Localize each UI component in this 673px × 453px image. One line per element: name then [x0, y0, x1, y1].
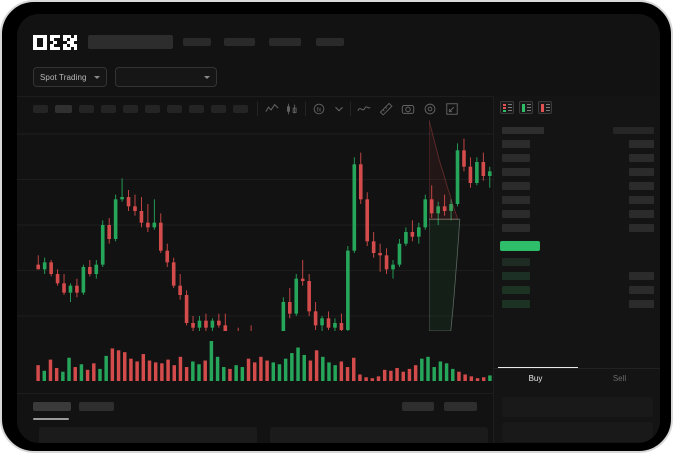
interval-button-8[interactable] — [189, 105, 204, 113]
buy-sell-tabs: Buy Sell — [494, 368, 660, 391]
camera-icon[interactable] — [401, 102, 415, 116]
interval-button-4[interactable] — [101, 105, 116, 113]
market-type-selector[interactable]: Spot Trading — [33, 67, 107, 87]
tab-buy[interactable]: Buy — [528, 374, 543, 383]
action-button-1[interactable] — [402, 402, 434, 411]
orderbook-bid-total — [629, 286, 654, 294]
chevron-down-icon — [204, 75, 210, 79]
line-chart-icon[interactable] — [265, 102, 279, 116]
active-tab-underline — [33, 418, 69, 420]
orderbook-ask-total — [629, 224, 654, 232]
candle-series — [36, 138, 492, 331]
settings-icon[interactable] — [423, 102, 437, 116]
market-pair-bar: Spot Trading — [17, 55, 660, 131]
trading-pair-selector[interactable] — [115, 67, 217, 87]
orderbook-col-header-right — [613, 127, 654, 134]
app-screen: Spot Trading — [17, 14, 660, 443]
svg-text:fx: fx — [317, 107, 322, 114]
chart-gridlines — [17, 133, 493, 317]
tab-open-orders[interactable] — [33, 402, 71, 411]
orderbook-ask-row[interactable] — [502, 210, 530, 218]
interval-button-1[interactable] — [33, 105, 48, 113]
orderbook-ask-total — [629, 210, 654, 218]
orderbook-ask-row[interactable] — [502, 154, 530, 162]
orderbook-ask-row[interactable] — [502, 168, 530, 176]
orderbook-bid-total — [629, 300, 654, 308]
orderbook-bid-row[interactable] — [502, 272, 530, 280]
global-search-input[interactable] — [88, 35, 173, 49]
orderbook-ask-row[interactable] — [502, 224, 530, 232]
orderbook-ask-row[interactable] — [502, 182, 530, 190]
nav-item-3[interactable] — [269, 38, 301, 46]
orderbook-bid-row[interactable] — [502, 258, 530, 266]
toolbar-divider — [350, 102, 351, 116]
orderbook-bid-row[interactable] — [502, 300, 530, 308]
tab-order-history[interactable] — [79, 402, 114, 411]
orderbook-ask-total — [629, 154, 654, 162]
orderbook-mixed-icon[interactable] — [500, 101, 514, 114]
interval-button-6[interactable] — [145, 105, 160, 113]
action-button-2[interactable] — [444, 402, 477, 411]
orderbook-ask-total — [629, 182, 654, 190]
top-navigation-bar — [17, 14, 660, 55]
volume-svg — [36, 341, 492, 381]
interval-button-5[interactable] — [123, 105, 138, 113]
orderbook-and-trade-panel: Buy Sell — [493, 96, 660, 443]
orderbook-ask-total — [629, 140, 654, 148]
orderbook-ask-row[interactable] — [502, 140, 530, 148]
buy-tab-active-underline — [498, 367, 578, 369]
fullscreen-icon[interactable] — [445, 102, 459, 116]
toolbar-divider — [257, 102, 258, 116]
orders-placeholder-left — [39, 427, 257, 443]
nav-item-4[interactable] — [316, 38, 344, 46]
wave-icon[interactable] — [357, 102, 371, 116]
orderbook-col-header-left — [502, 127, 544, 134]
okx-logo[interactable] — [33, 35, 78, 51]
depth-buy-area — [429, 218, 461, 331]
indicator-icon[interactable]: fx — [312, 102, 326, 116]
chevron-down-icon[interactable] — [332, 102, 346, 116]
tab-sell[interactable]: Sell — [612, 374, 627, 383]
amount-field[interactable] — [502, 422, 653, 442]
orderbook-sell-icon[interactable] — [538, 101, 552, 114]
ruler-icon[interactable] — [379, 102, 393, 116]
nav-item-1[interactable] — [183, 38, 211, 46]
interval-button-9[interactable] — [211, 105, 226, 113]
depth-svg — [429, 120, 461, 331]
toolbar-divider — [305, 102, 306, 116]
market-type-label: Spot Trading — [40, 72, 87, 82]
orderbook-last-price — [500, 241, 540, 251]
depth-sell-area — [429, 120, 459, 220]
interval-button-10[interactable] — [233, 105, 248, 113]
orderbook-ask-total — [629, 168, 654, 176]
nav-item-2[interactable] — [224, 38, 255, 46]
orderbook-bid-row[interactable] — [502, 286, 530, 294]
market-depth-overlay — [429, 120, 493, 331]
orders-placeholder-right — [270, 427, 488, 443]
orderbook-ask-row[interactable] — [502, 196, 530, 204]
price-field[interactable] — [502, 397, 653, 417]
candlestick-icon[interactable] — [285, 102, 299, 116]
candlestick-svg — [17, 133, 493, 331]
interval-button-7[interactable] — [167, 105, 182, 113]
orderbook-bid-total — [629, 272, 654, 280]
interval-button-2[interactable] — [55, 105, 72, 113]
orderbook-ask-total — [629, 196, 654, 204]
orderbook-buy-icon[interactable] — [519, 101, 533, 114]
chevron-down-icon — [94, 75, 100, 79]
interval-button-3[interactable] — [79, 105, 94, 113]
orderbook-body[interactable] — [494, 119, 660, 316]
